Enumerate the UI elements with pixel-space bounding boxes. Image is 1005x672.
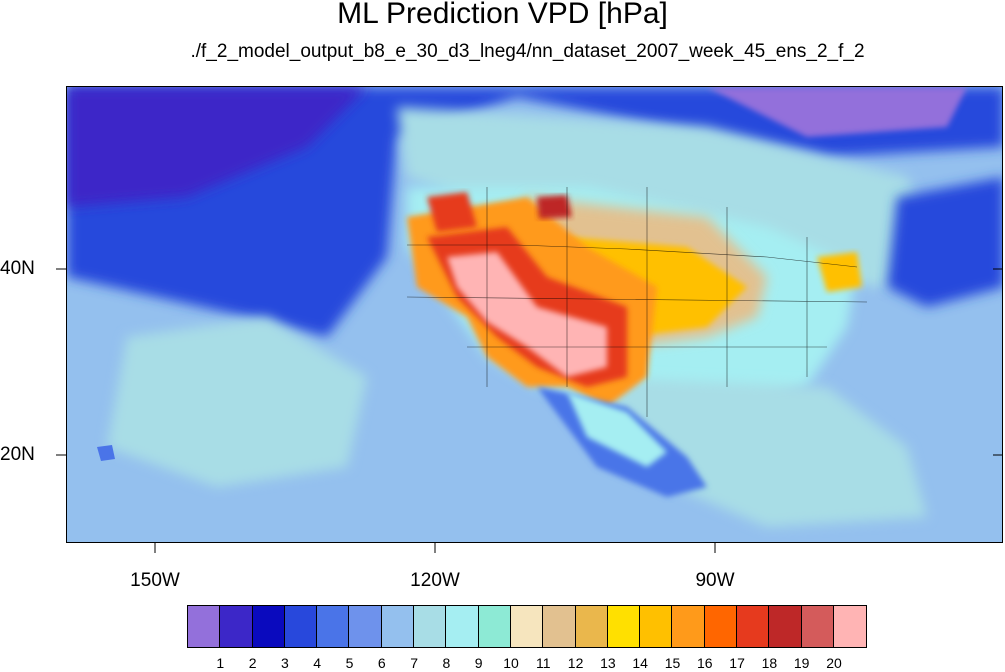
atlantic-low [887,177,1002,307]
colorbar-box [220,606,253,647]
colorbar-box [737,606,770,647]
canada-land [397,107,947,287]
lon-label-120w: 120W [410,570,460,591]
colorbar-box [607,606,641,647]
colorbar-box [833,606,867,647]
colorbar-box [284,606,318,647]
hudson-bay-patch [707,87,967,137]
colorbar-label: 12 [567,655,584,671]
colorbar-box [317,606,350,647]
colorbar-label: 6 [377,655,386,671]
gulf-of-alaska-low [67,87,367,207]
colorbar-box [672,606,705,647]
colorbar-label: 7 [410,655,418,671]
colorbar-label: 13 [600,655,616,671]
colorbar-label: 1 [216,655,225,671]
colorbar-box [510,606,544,647]
colorbar-label: 14 [632,655,648,671]
colorbar-label: 16 [697,655,713,671]
colorbar-box [414,606,447,647]
hawaii-patch [97,445,115,461]
colorbar-label: 19 [793,655,810,671]
colorbar-box [252,606,285,647]
montana-hotspot [537,195,572,219]
colorbar-box [446,606,479,647]
colorbar-label: 18 [761,655,778,671]
pnw-hotspot [427,192,477,232]
map-title: ML Prediction VPD [hPa] [337,0,668,30]
colorbar-box [704,606,738,647]
colorbar-label: 8 [442,655,451,671]
colorbar-label: 20 [826,655,842,671]
colorbar-label: 9 [474,655,483,671]
colorbar-label: 17 [729,655,745,671]
colorbar-label: 2 [248,655,257,671]
colorbar-label: 3 [280,655,289,671]
mid-atlantic-patch [817,252,862,292]
colorbar-box [543,606,576,647]
colorbar-box [575,606,608,647]
colorbar-box [801,606,834,647]
gulf-of-mexico [587,377,927,527]
colorbar-label: 15 [664,655,681,671]
colorbar-label: 4 [313,655,322,671]
boundary-lines [406,187,868,417]
colorbar-label: 10 [503,655,519,671]
vpd-map [66,86,1003,543]
colorbar-box [349,606,382,647]
vpd-field [67,87,1002,542]
colorbar-box [769,606,802,647]
colorbar-label: 5 [345,655,354,671]
colorbar-box [640,606,673,647]
lat-label-20n: 20N [0,444,35,465]
subtropical-pacific [107,317,367,487]
lon-label-150w: 150W [130,570,180,591]
colorbar [187,605,868,648]
lat-label-40n: 40N [0,258,35,279]
lon-label-90w: 90W [695,570,735,591]
colorbar-box [188,606,221,647]
colorbar-box [478,606,511,647]
map-subtitle: ./f_2_model_output_b8_e_30_d3_lneg4/nn_d… [190,41,865,62]
colorbar-box [381,606,415,647]
mexico-interior [567,392,667,467]
colorbar-label: 11 [536,655,551,671]
